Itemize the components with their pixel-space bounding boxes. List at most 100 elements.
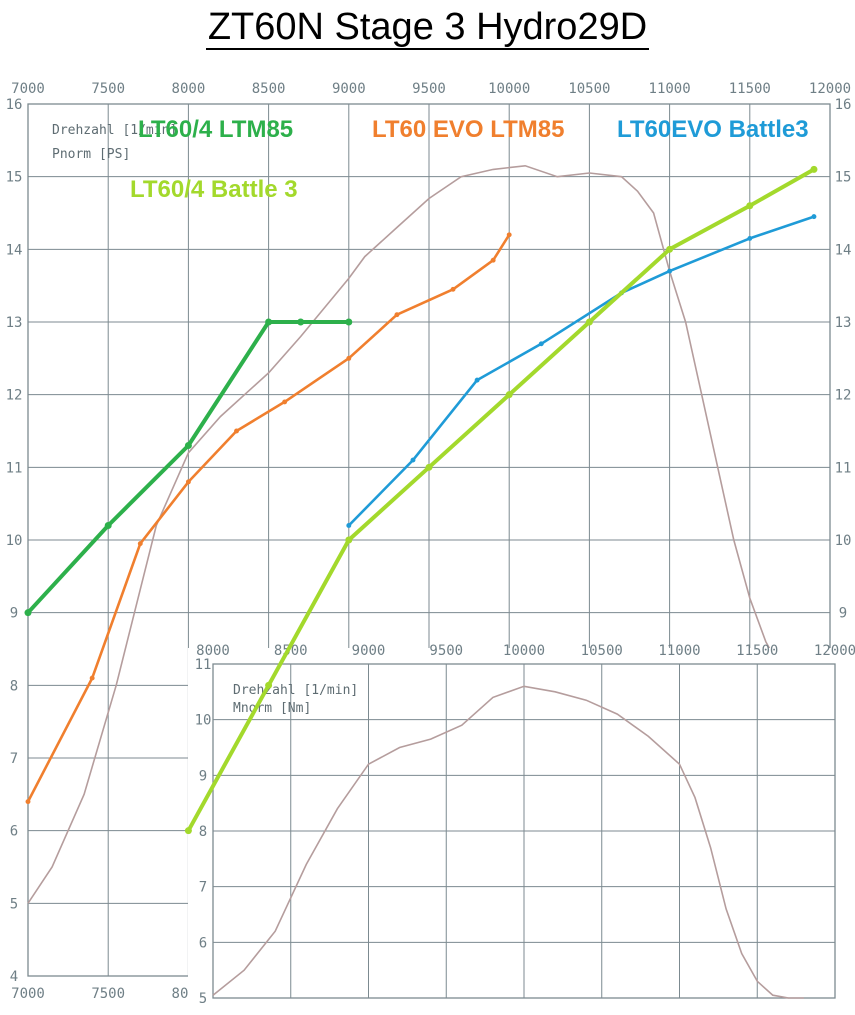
main-x-tick-top: 7500	[91, 81, 125, 97]
inset-y-tick: 7	[199, 880, 207, 896]
inset-y-tick: 8	[199, 824, 207, 840]
data-point-lt60evo-battle3	[410, 457, 416, 463]
chart-title: ZT60N Stage 3 Hydro29D	[0, 6, 855, 50]
inset-x-axis-label: Drehzahl [1/min]	[233, 683, 358, 698]
data-point-lt60evo-battle3	[811, 214, 817, 220]
label-lt60-4-battle3: LT60/4 Battle 3	[130, 176, 298, 203]
data-point-lt60-evo-ltm85	[506, 232, 512, 238]
data-point-lt60-4-battle3	[184, 827, 192, 835]
main-x-tick-top: 10500	[568, 81, 610, 97]
inset-chart: 8000 8500 9000 9500 10000 10500 11000 11500 1200…	[188, 643, 855, 1015]
data-point-lt60evo-battle3	[346, 523, 352, 528]
data-point-lt60-4-ltm85	[345, 318, 353, 326]
data-point-lt60-4-battle3	[265, 681, 273, 689]
data-point-lt60-4-battle3	[425, 463, 433, 471]
overlay-curves	[24, 165, 818, 835]
data-point-lt60-4-ltm85	[297, 318, 305, 326]
data-point-lt60-evo-ltm85	[282, 399, 288, 405]
inset-x-tick: 11500	[736, 643, 778, 659]
main-y-tick-right: 16	[835, 97, 852, 113]
main-y-tick-right: 13	[835, 315, 852, 331]
main-y-tick-left: 9	[10, 606, 18, 622]
data-point-lt60-evo-ltm85	[89, 675, 95, 681]
inset-x-tick: 10500	[581, 643, 623, 659]
inset-y-tick: 6	[199, 935, 207, 951]
data-point-lt60evo-battle3	[474, 377, 480, 383]
main-y-tick-right: 9	[839, 606, 847, 622]
main-y-tick-left: 4	[10, 969, 18, 985]
main-x-tick-bottom: 7500	[91, 986, 125, 1002]
main-y-tick-right: 12	[835, 388, 852, 404]
main-x-tick-top: 11000	[649, 81, 691, 97]
main-y-tick-right: 14	[835, 242, 852, 258]
main-x-tick-bottom: 7000	[11, 986, 45, 1002]
data-point-lt60-4-ltm85	[104, 521, 112, 529]
data-point-lt60-4-battle3	[810, 165, 818, 173]
data-point-lt60evo-battle3	[538, 341, 544, 347]
data-point-lt60-evo-ltm85	[137, 541, 143, 547]
main-x-axis-label: Drehzahl [1/min]	[52, 123, 177, 138]
inset-x-tick: 8500	[274, 643, 308, 659]
data-point-lt60-4-battle3	[585, 318, 593, 326]
data-point-lt60-4-ltm85	[184, 442, 192, 450]
data-point-lt60evo-battle3	[667, 268, 673, 274]
main-y-tick-left: 7	[10, 751, 18, 767]
inset-x-tick: 8000	[196, 643, 230, 659]
main-x-tick-top: 9500	[412, 81, 446, 97]
main-y-tick-left: 16	[6, 97, 23, 113]
series-line-pnorm	[27, 164, 799, 904]
main-y-tick-left: 5	[10, 896, 18, 912]
main-y-axis-label: Pnorm [PS]	[52, 147, 130, 162]
main-y-tick-left: 6	[10, 824, 18, 840]
data-point-lt60-4-battle3	[505, 391, 513, 399]
inset-x-tick: 11000	[658, 643, 700, 659]
label-lt60-evo-ltm85: LT60 EVO LTM85	[372, 116, 564, 143]
main-y-tick-left: 10	[6, 533, 23, 549]
inset-y-axis-label: Mnorm [Nm]	[233, 701, 311, 716]
inset-y-tick: 5	[199, 991, 207, 1007]
data-point-lt60-evo-ltm85	[394, 312, 400, 318]
main-x-tick-top: 12000	[809, 81, 851, 97]
main-y-tick-left: 14	[6, 242, 23, 258]
main-x-tick-top: 8000	[172, 81, 206, 97]
main-x-tick-top: 11500	[729, 81, 771, 97]
data-point-lt60-evo-ltm85	[185, 479, 191, 485]
data-point-lt60-evo-ltm85	[450, 286, 456, 292]
data-point-lt60-evo-ltm85	[346, 355, 352, 361]
inset-x-tick: 12000	[814, 643, 855, 659]
data-point-lt60-4-battle3	[345, 536, 353, 544]
data-point-lt60-4-battle3	[746, 202, 754, 210]
data-point-lt60-4-ltm85	[24, 609, 32, 617]
main-x-tick-top: 10000	[488, 81, 530, 97]
data-point-lt60-4-ltm85	[265, 318, 273, 326]
data-point-lt60-4-battle3	[666, 245, 674, 253]
main-y-tick-right: 15	[835, 170, 852, 186]
main-curves	[27, 164, 799, 904]
main-x-tick-top: 7000	[11, 81, 45, 97]
inset-tick-labels: 8000 8500 9000 9500 10000 10500 11000 11500 1200…	[195, 643, 855, 1007]
main-x-tick-top: 8500	[252, 81, 286, 97]
main-y-tick-left: 12	[6, 388, 23, 404]
inset-x-tick: 9500	[429, 643, 463, 659]
series-line-lt60-4-ltm85	[26, 320, 351, 615]
chart-title-text: ZT60N Stage 3 Hydro29D	[205, 6, 650, 50]
inset-y-tick: 9	[199, 768, 207, 784]
series-line-mnorm	[212, 685, 804, 999]
inset-curves	[212, 685, 804, 999]
main-y-tick-right: 11	[835, 460, 852, 476]
inset-x-tick: 9000	[352, 643, 386, 659]
data-point-lt60-evo-ltm85	[490, 257, 496, 263]
series-line-lt60evo-battle3	[347, 215, 816, 527]
inset-y-tick: 10	[195, 713, 212, 729]
data-point-lt60-evo-ltm85	[234, 428, 239, 434]
main-y-tick-left: 13	[6, 315, 23, 331]
label-lt60-4-ltm85: LT60/4 LTM85	[138, 116, 293, 143]
inset-y-tick: 11	[195, 657, 212, 673]
main-y-tick-right: 10	[835, 533, 852, 549]
main-y-tick-left: 8	[10, 678, 18, 694]
data-point-lt60evo-battle3	[747, 235, 753, 241]
main-y-tick-left: 15	[6, 170, 23, 186]
main-x-tick-top: 9000	[332, 81, 366, 97]
inset-x-tick: 10000	[503, 643, 545, 659]
